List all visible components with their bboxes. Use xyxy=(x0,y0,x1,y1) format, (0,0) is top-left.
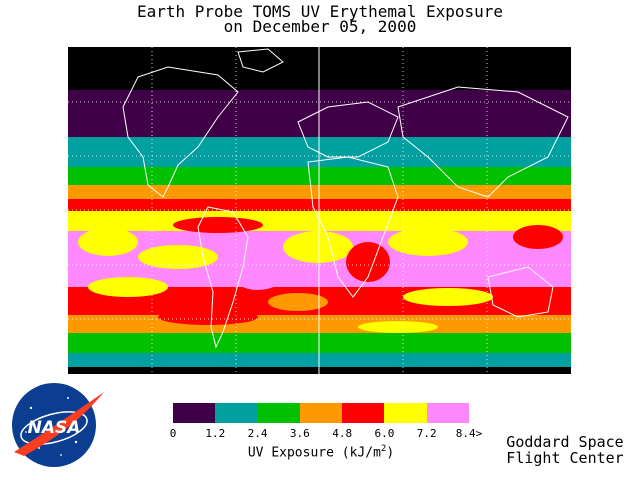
continent-outlines xyxy=(122,48,569,349)
color-scale-tick-label: 8.4> xyxy=(455,427,483,440)
color-scale-tick-label: 0 xyxy=(169,427,177,440)
color-scale-tick-label: 7.2 xyxy=(416,427,437,440)
color-scale-segment xyxy=(257,403,300,423)
color-scale-segment xyxy=(299,403,343,423)
map-title-line1: Earth Probe TOMS UV Erythemal Exposure xyxy=(136,2,504,21)
goddard-credit-line2: Flight Center xyxy=(506,449,624,467)
color-scale-title-text: UV Exposure (kJ/m xyxy=(247,445,381,461)
color-scale-tick-label: 6.0 xyxy=(374,427,395,440)
color-scale-segment xyxy=(426,403,469,423)
goddard-credit: Goddard Space Flight Center xyxy=(497,434,633,466)
map-title-line2: on December 05, 2000 xyxy=(223,17,417,36)
nasa-meatball-logo-icon: NASA xyxy=(12,383,104,467)
color-scale-tick-label: 3.6 xyxy=(289,427,310,440)
color-scale-title: UV Exposure (kJ/m2) xyxy=(221,444,421,460)
color-scale-tick-label: 2.4 xyxy=(247,427,268,440)
goddard-credit-line1: Goddard Space xyxy=(506,433,624,451)
color-scale-segment xyxy=(173,403,216,423)
nasa-logo-text: NASA xyxy=(28,418,81,438)
color-scale-title-close: ) xyxy=(386,445,395,461)
graticule xyxy=(68,47,571,374)
color-scale-segment xyxy=(215,403,258,423)
tropical-patches xyxy=(78,217,563,333)
color-scale-tick-label: 4.8 xyxy=(332,427,353,440)
color-scale-segment xyxy=(342,403,385,423)
color-scale-segment xyxy=(384,403,427,423)
color-scale-title-sup: 2 xyxy=(380,444,387,454)
uv-exposure-map xyxy=(68,47,571,374)
color-scale-tick-label: 1.2 xyxy=(205,427,226,440)
color-scale-bar xyxy=(173,403,469,423)
